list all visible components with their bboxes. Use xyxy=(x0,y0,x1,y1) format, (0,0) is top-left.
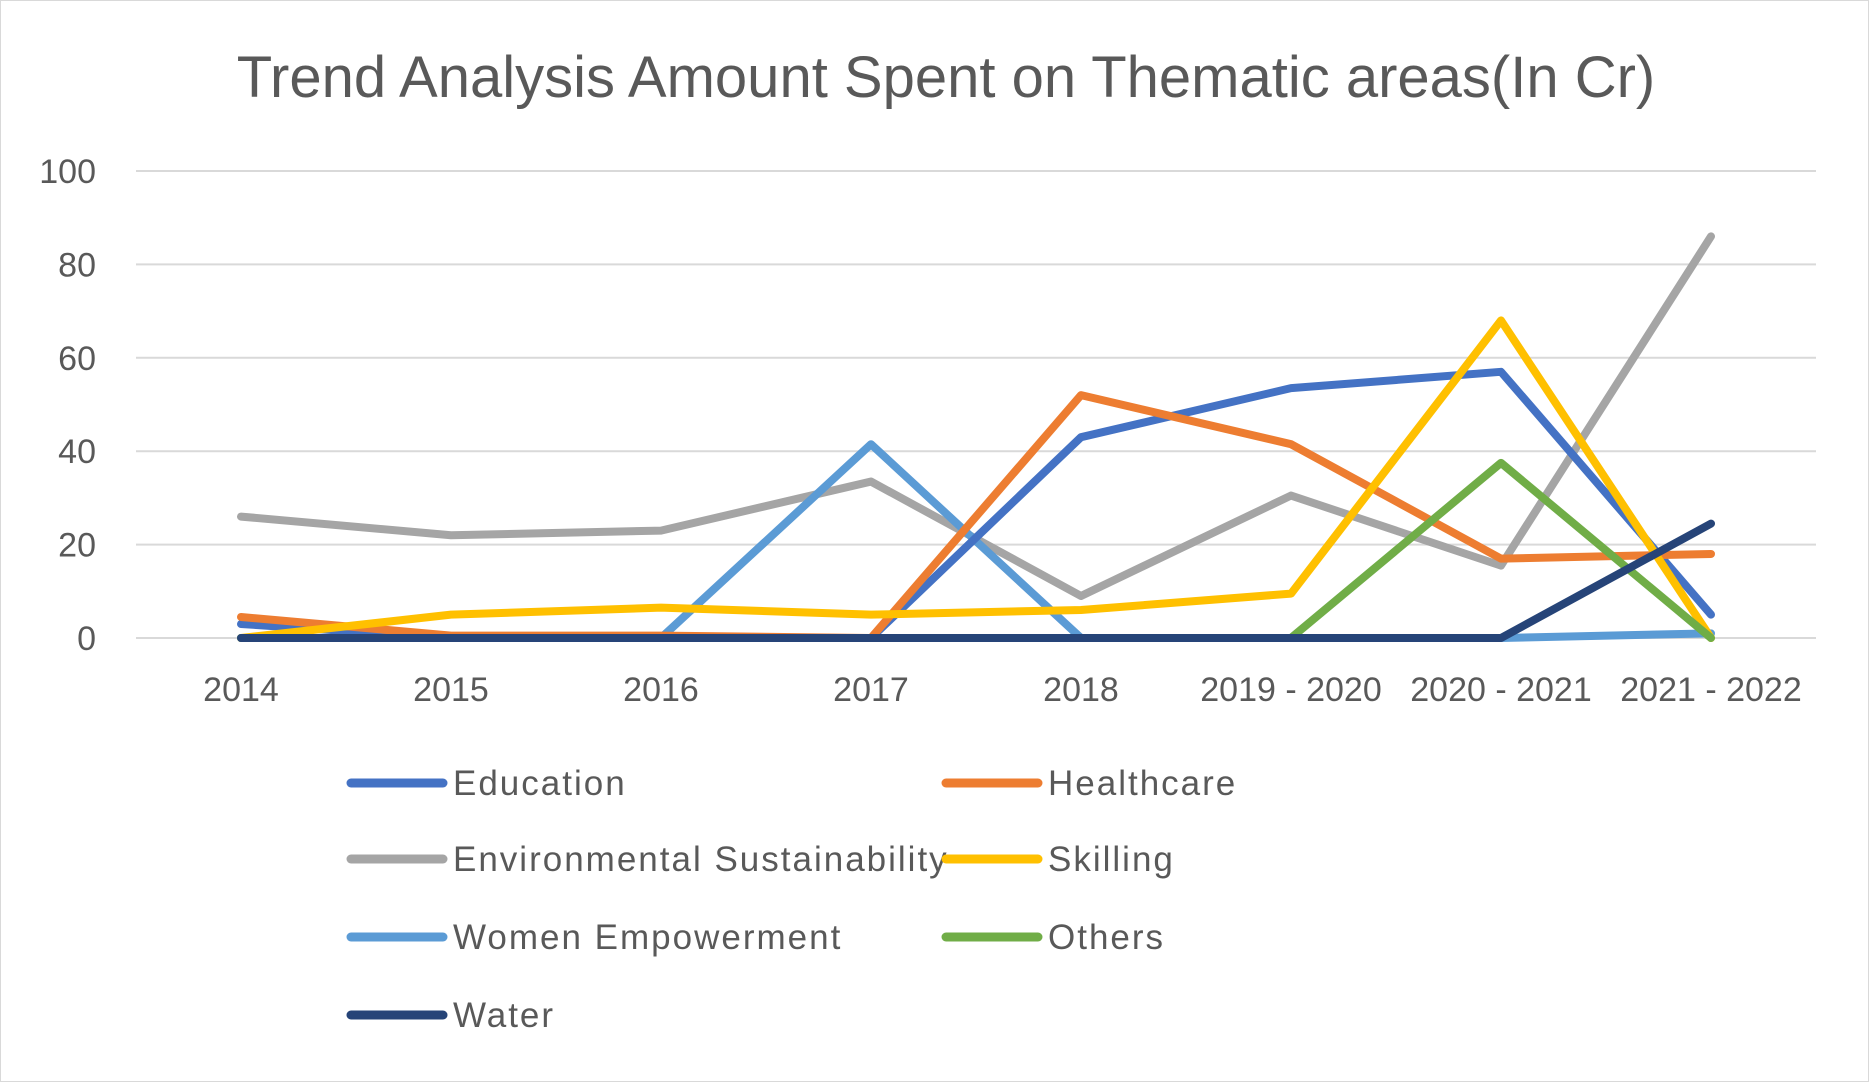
series-line-healthcare xyxy=(237,391,1715,642)
legend-item: Healthcare xyxy=(941,764,1237,803)
legend-label: Others xyxy=(1048,918,1165,957)
y-tick-label: 100 xyxy=(39,153,96,191)
x-tick-label: 2014 xyxy=(203,671,279,709)
legend-label: Women Empowerment xyxy=(453,918,842,957)
legend-item: Others xyxy=(941,918,1165,957)
series-line-skilling xyxy=(237,316,1715,642)
legend-item: Environmental Sustainability xyxy=(346,840,949,879)
series-line-education xyxy=(237,367,1715,642)
y-axis-ticks: 0 20 40 60 80 100 xyxy=(39,153,96,658)
legend-item: Skilling xyxy=(941,840,1175,879)
legend-label: Education xyxy=(453,764,627,803)
legend-item: Women Empowerment xyxy=(346,918,842,957)
y-tick-label: 20 xyxy=(58,527,96,565)
legend-label: Water xyxy=(453,996,555,1035)
x-tick-label: 2020 - 2021 xyxy=(1410,671,1592,709)
legend-label: Environmental Sustainability xyxy=(453,840,949,879)
x-axis-ticks: 2014 2015 2016 2017 2018 2019 - 2020 2020 - 20… xyxy=(203,671,1802,709)
y-tick-label: 0 xyxy=(77,620,96,658)
legend-item: Education xyxy=(346,764,627,803)
series-line-water xyxy=(237,519,1715,642)
x-tick-label: 2021 - 2022 xyxy=(1620,671,1802,709)
gridlines xyxy=(136,170,1816,639)
y-tick-label: 60 xyxy=(58,340,96,378)
y-tick-label: 80 xyxy=(58,246,96,284)
x-tick-label: 2019 - 2020 xyxy=(1200,671,1382,709)
legend-label: Healthcare xyxy=(1048,764,1237,803)
legend-label: Skilling xyxy=(1048,840,1175,879)
chart-title: Trend Analysis Amount Spent on Thematic … xyxy=(237,45,1655,110)
x-tick-label: 2018 xyxy=(1043,671,1119,709)
series-lines xyxy=(237,232,1715,642)
x-tick-label: 2015 xyxy=(413,671,489,709)
legend-item: Water xyxy=(346,996,555,1035)
y-tick-label: 40 xyxy=(58,433,96,471)
x-tick-label: 2017 xyxy=(833,671,909,709)
legend: Education Healthcare Environmental Sustain… xyxy=(346,764,1237,1035)
x-tick-label: 2016 xyxy=(623,671,699,709)
